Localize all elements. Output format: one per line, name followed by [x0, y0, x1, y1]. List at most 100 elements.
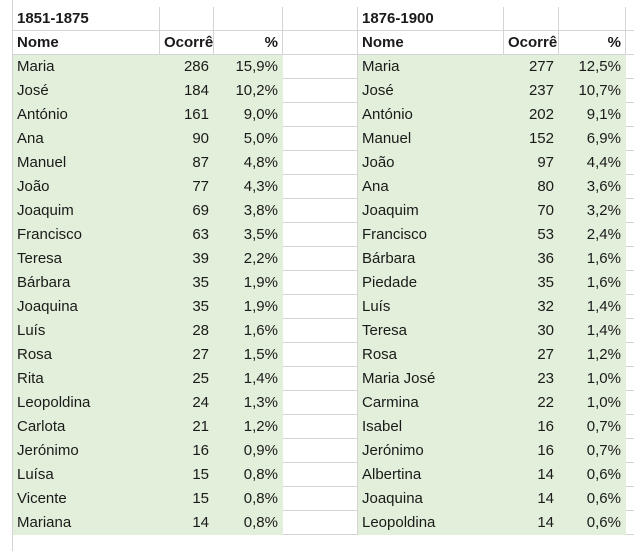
- count-cell-left[interactable]: 35: [160, 295, 214, 319]
- pct-cell-right[interactable]: 4,4%: [559, 151, 626, 175]
- empty-cell[interactable]: [626, 415, 634, 439]
- count-cell-left[interactable]: 14: [160, 511, 214, 535]
- count-cell-right[interactable]: 14: [504, 463, 559, 487]
- empty-cell[interactable]: [626, 367, 634, 391]
- empty-cell[interactable]: [283, 223, 358, 247]
- empty-cell[interactable]: [504, 7, 559, 31]
- count-cell-left[interactable]: 21: [160, 415, 214, 439]
- pct-cell-left[interactable]: 1,4%: [214, 367, 283, 391]
- pct-cell-right[interactable]: 1,0%: [559, 391, 626, 415]
- name-cell-right[interactable]: Luís: [358, 295, 504, 319]
- count-cell-left[interactable]: 161: [160, 103, 214, 127]
- period-cell-right[interactable]: 1876-1900: [358, 7, 504, 31]
- empty-cell[interactable]: [283, 7, 358, 31]
- count-cell-left[interactable]: 90: [160, 127, 214, 151]
- header-name-left[interactable]: Nome: [13, 31, 160, 55]
- empty-cell[interactable]: [283, 127, 358, 151]
- count-cell-left[interactable]: 184: [160, 79, 214, 103]
- pct-cell-right[interactable]: 0,6%: [559, 511, 626, 535]
- empty-cell[interactable]: [283, 103, 358, 127]
- name-cell-right[interactable]: Piedade: [358, 271, 504, 295]
- pct-cell-right[interactable]: 0,7%: [559, 415, 626, 439]
- pct-cell-right[interactable]: 1,4%: [559, 295, 626, 319]
- empty-cell[interactable]: [283, 271, 358, 295]
- empty-cell[interactable]: [626, 127, 634, 151]
- pct-cell-right[interactable]: 3,2%: [559, 199, 626, 223]
- count-cell-left[interactable]: 24: [160, 391, 214, 415]
- name-cell-right[interactable]: João: [358, 151, 504, 175]
- name-cell-right[interactable]: Teresa: [358, 319, 504, 343]
- name-cell-left[interactable]: Joaquina: [13, 295, 160, 319]
- empty-cell[interactable]: [626, 151, 634, 175]
- pct-cell-left[interactable]: 0,9%: [214, 439, 283, 463]
- pct-cell-right[interactable]: 0,6%: [559, 487, 626, 511]
- pct-cell-right[interactable]: 0,7%: [559, 439, 626, 463]
- pct-cell-left[interactable]: 4,8%: [214, 151, 283, 175]
- header-count-right[interactable]: Ocorrê: [504, 31, 559, 55]
- count-cell-left[interactable]: 286: [160, 55, 214, 79]
- empty-cell[interactable]: [283, 55, 358, 79]
- pct-cell-right[interactable]: 6,9%: [559, 127, 626, 151]
- name-cell-left[interactable]: António: [13, 103, 160, 127]
- empty-cell[interactable]: [283, 367, 358, 391]
- count-cell-right[interactable]: 22: [504, 391, 559, 415]
- name-cell-left[interactable]: Teresa: [13, 247, 160, 271]
- name-cell-left[interactable]: Leopoldina: [13, 391, 160, 415]
- empty-cell[interactable]: [214, 7, 283, 31]
- pct-cell-left[interactable]: 1,6%: [214, 319, 283, 343]
- count-cell-left[interactable]: 63: [160, 223, 214, 247]
- count-cell-right[interactable]: 53: [504, 223, 559, 247]
- pct-cell-left[interactable]: 3,5%: [214, 223, 283, 247]
- header-pct-left[interactable]: %: [214, 31, 283, 55]
- count-cell-right[interactable]: 16: [504, 415, 559, 439]
- name-cell-left[interactable]: Manuel: [13, 151, 160, 175]
- pct-cell-left[interactable]: 3,8%: [214, 199, 283, 223]
- count-cell-right[interactable]: 70: [504, 199, 559, 223]
- empty-cell[interactable]: [283, 463, 358, 487]
- period-cell-left[interactable]: 1851-1875: [13, 7, 160, 31]
- count-cell-right[interactable]: 202: [504, 103, 559, 127]
- name-cell-left[interactable]: Bárbara: [13, 271, 160, 295]
- header-name-right[interactable]: Nome: [358, 31, 504, 55]
- empty-cell[interactable]: [626, 7, 634, 31]
- pct-cell-left[interactable]: 15,9%: [214, 55, 283, 79]
- pct-cell-left[interactable]: 0,8%: [214, 463, 283, 487]
- count-cell-left[interactable]: 27: [160, 343, 214, 367]
- empty-cell[interactable]: [626, 487, 634, 511]
- name-cell-left[interactable]: Francisco: [13, 223, 160, 247]
- empty-cell[interactable]: [626, 103, 634, 127]
- count-cell-right[interactable]: 16: [504, 439, 559, 463]
- pct-cell-right[interactable]: 1,4%: [559, 319, 626, 343]
- count-cell-left[interactable]: 69: [160, 199, 214, 223]
- empty-cell[interactable]: [626, 79, 634, 103]
- pct-cell-left[interactable]: 1,5%: [214, 343, 283, 367]
- count-cell-right[interactable]: 152: [504, 127, 559, 151]
- empty-cell[interactable]: [626, 439, 634, 463]
- count-cell-left[interactable]: 25: [160, 367, 214, 391]
- count-cell-right[interactable]: 80: [504, 175, 559, 199]
- empty-cell[interactable]: [626, 391, 634, 415]
- pct-cell-right[interactable]: 1,0%: [559, 367, 626, 391]
- name-cell-right[interactable]: José: [358, 79, 504, 103]
- name-cell-right[interactable]: António: [358, 103, 504, 127]
- count-cell-left[interactable]: 16: [160, 439, 214, 463]
- empty-cell[interactable]: [626, 463, 634, 487]
- name-cell-right[interactable]: Joaquina: [358, 487, 504, 511]
- count-cell-right[interactable]: 277: [504, 55, 559, 79]
- empty-cell[interactable]: [626, 175, 634, 199]
- pct-cell-left[interactable]: 1,9%: [214, 271, 283, 295]
- count-cell-left[interactable]: 87: [160, 151, 214, 175]
- pct-cell-right[interactable]: 12,5%: [559, 55, 626, 79]
- empty-cell[interactable]: [283, 391, 358, 415]
- empty-cell[interactable]: [283, 31, 358, 55]
- count-cell-left[interactable]: 28: [160, 319, 214, 343]
- name-cell-right[interactable]: Jerónimo: [358, 439, 504, 463]
- pct-cell-left[interactable]: 9,0%: [214, 103, 283, 127]
- count-cell-left[interactable]: 39: [160, 247, 214, 271]
- pct-cell-right[interactable]: 9,1%: [559, 103, 626, 127]
- count-cell-right[interactable]: 27: [504, 343, 559, 367]
- count-cell-right[interactable]: 30: [504, 319, 559, 343]
- count-cell-right[interactable]: 36: [504, 247, 559, 271]
- count-cell-right[interactable]: 35: [504, 271, 559, 295]
- empty-cell[interactable]: [283, 295, 358, 319]
